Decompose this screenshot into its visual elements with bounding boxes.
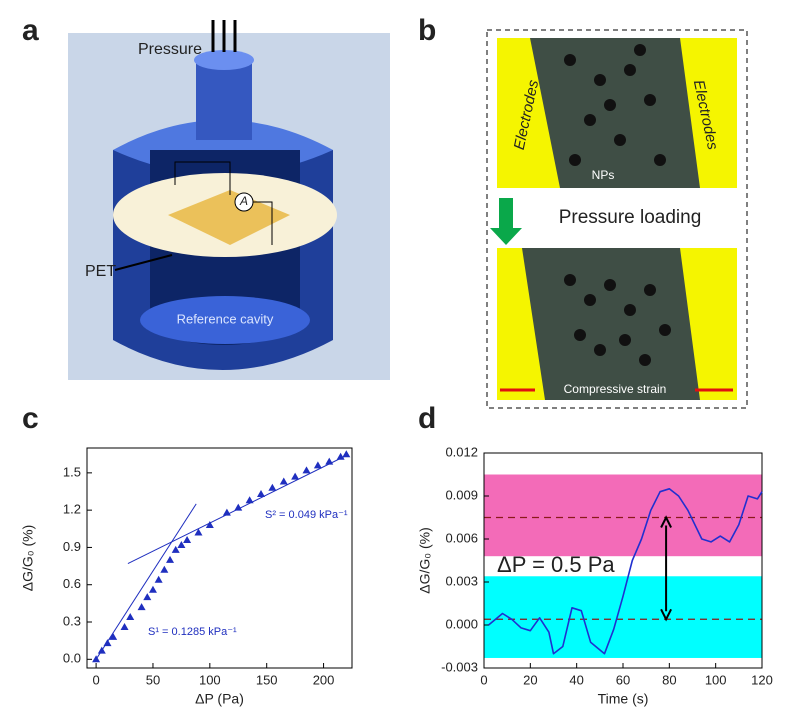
plot-frame (86, 447, 353, 669)
data-point (234, 503, 243, 511)
data-point (148, 585, 157, 593)
x-axis-label: ΔP (Pa) (195, 691, 244, 707)
x-tick-label: 0 (480, 672, 487, 687)
x-tick-label: 50 (146, 672, 160, 687)
data-point (245, 496, 254, 504)
data-point (302, 466, 311, 474)
inlet (196, 60, 252, 140)
data-point (160, 565, 169, 573)
y-tick-label: 1.5 (63, 464, 81, 479)
data-point (177, 540, 186, 548)
y-tick-label: 1.2 (63, 502, 81, 517)
y-tick-label: 0.006 (445, 530, 478, 545)
inlet-top (194, 50, 254, 70)
annotation: ΔP = 0.5 Pa (497, 552, 615, 577)
ammeter-label: A (239, 194, 248, 208)
data-point (336, 452, 345, 460)
y-axis-label: ΔG/G₀ (%) (20, 525, 36, 592)
y-tick-label: 0.6 (63, 576, 81, 591)
y-tick-label: 0.009 (445, 487, 478, 502)
cavity-floor (140, 296, 310, 344)
data-point (126, 613, 135, 621)
data-point (120, 622, 129, 630)
x-tick-label: 200 (313, 672, 335, 687)
pet-arrow (114, 254, 173, 271)
x-tick-label: 120 (751, 672, 773, 687)
panel-label: d (418, 402, 436, 435)
data-line (95, 503, 197, 660)
band (484, 576, 762, 658)
x-tick-label: 60 (616, 672, 630, 687)
panel-label: c (22, 402, 39, 435)
data-point (279, 477, 288, 485)
loading-arrow (490, 198, 522, 245)
x-tick-label: 0 (92, 672, 99, 687)
y-tick-label: 0.000 (445, 616, 478, 631)
data-point (183, 535, 192, 543)
data-line (488, 488, 763, 655)
circuit (174, 161, 273, 245)
data-point (109, 632, 118, 640)
panel-b-frame (486, 29, 748, 409)
data-point (143, 593, 152, 601)
y-tick-label: -0.003 (441, 659, 478, 674)
x-tick-label: 20 (523, 672, 537, 687)
x-tick-label: 80 (662, 672, 676, 687)
y-tick-label: 0.003 (445, 573, 478, 588)
data-point (291, 472, 300, 480)
data-line (127, 455, 347, 565)
electrodes (497, 38, 737, 188)
y-tick-label: 0.0 (63, 651, 81, 666)
pressure-arrows (211, 20, 237, 52)
data-point (268, 483, 277, 491)
data-point (137, 603, 146, 611)
x-tick-label: 40 (569, 672, 583, 687)
nanoparticle-grid (168, 190, 290, 245)
cavity-label: Reference cavity (177, 311, 274, 326)
pressure-label: Pressure (138, 41, 202, 58)
strain-label: Compressive strain (564, 382, 667, 396)
annotation: S¹ = 0.1285 kPa⁻¹ (148, 626, 237, 638)
data-point (257, 489, 266, 497)
data-point (166, 555, 175, 563)
x-tick-label: 150 (256, 672, 278, 687)
annotation: S² = 0.049 kPa⁻¹ (265, 509, 348, 521)
data-point (342, 450, 351, 458)
x-tick-label: 100 (705, 672, 727, 687)
nps-label: NPs (592, 168, 615, 182)
data-point (205, 521, 214, 529)
loading-label: Pressure loading (559, 207, 702, 228)
data-point (194, 528, 203, 536)
x-axis-label: Time (s) (598, 691, 649, 707)
difference-arrow (660, 515, 672, 622)
electrodes (497, 248, 737, 400)
y-axis-label: ΔG/G₀ (%) (417, 527, 433, 594)
pet-label: PET (85, 263, 116, 280)
y-tick-label: 0.3 (63, 613, 81, 628)
data-point (171, 545, 180, 553)
panel-label: b (418, 14, 436, 47)
y-tick-label: 0.9 (63, 539, 81, 554)
data-point (154, 575, 163, 583)
band (484, 474, 762, 557)
y-tick-label: 0.012 (445, 444, 478, 459)
panel-label: a (22, 14, 39, 47)
data-point (313, 461, 322, 469)
nanoparticles (564, 44, 671, 366)
x-tick-label: 100 (199, 672, 221, 687)
